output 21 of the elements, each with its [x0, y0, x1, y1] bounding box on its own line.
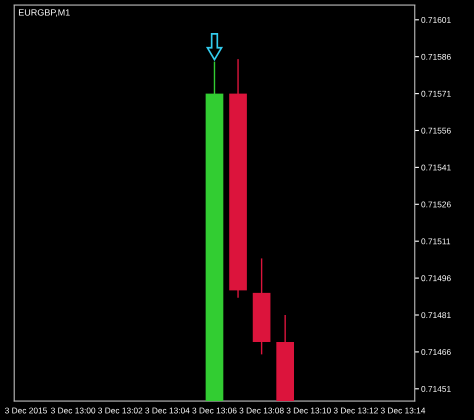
y-tick-label: 0.71451 — [421, 386, 451, 392]
y-tick-label: 0.71526 — [421, 202, 451, 208]
y-tick-label: 0.71556 — [421, 128, 451, 134]
y-tick-label: 0.71601 — [421, 17, 451, 23]
chart-title: EURGBP,M1 — [18, 9, 70, 17]
y-tick-label: 0.71541 — [421, 164, 451, 170]
y-tick-label: 0.71466 — [421, 349, 451, 355]
x-tick-label: 3 Dec 13:08 — [239, 408, 284, 414]
y-tick-label: 0.71481 — [421, 312, 451, 318]
y-tick-label: 0.71511 — [421, 238, 450, 244]
y-tick-label: 0.71586 — [421, 54, 451, 60]
x-tick-label: 3 Dec 13:04 — [145, 408, 190, 414]
x-tick-label: 3 Dec 13:00 — [50, 408, 96, 414]
x-tick-label: 3 Dec 13:02 — [98, 408, 142, 414]
x-tick-label: 3 Dec 13:06 — [192, 408, 237, 414]
x-tick-label: 3 Dec 13:14 — [380, 408, 426, 414]
x-tick-label: 3 Dec 2015 — [5, 408, 47, 414]
x-tick-label: 3 Dec 13:10 — [286, 408, 331, 414]
y-tick-label: 0.71571 — [421, 90, 451, 97]
y-tick-label: 0.71496 — [421, 275, 451, 282]
x-tick-label: 3 Dec 13:12 — [334, 408, 378, 414]
